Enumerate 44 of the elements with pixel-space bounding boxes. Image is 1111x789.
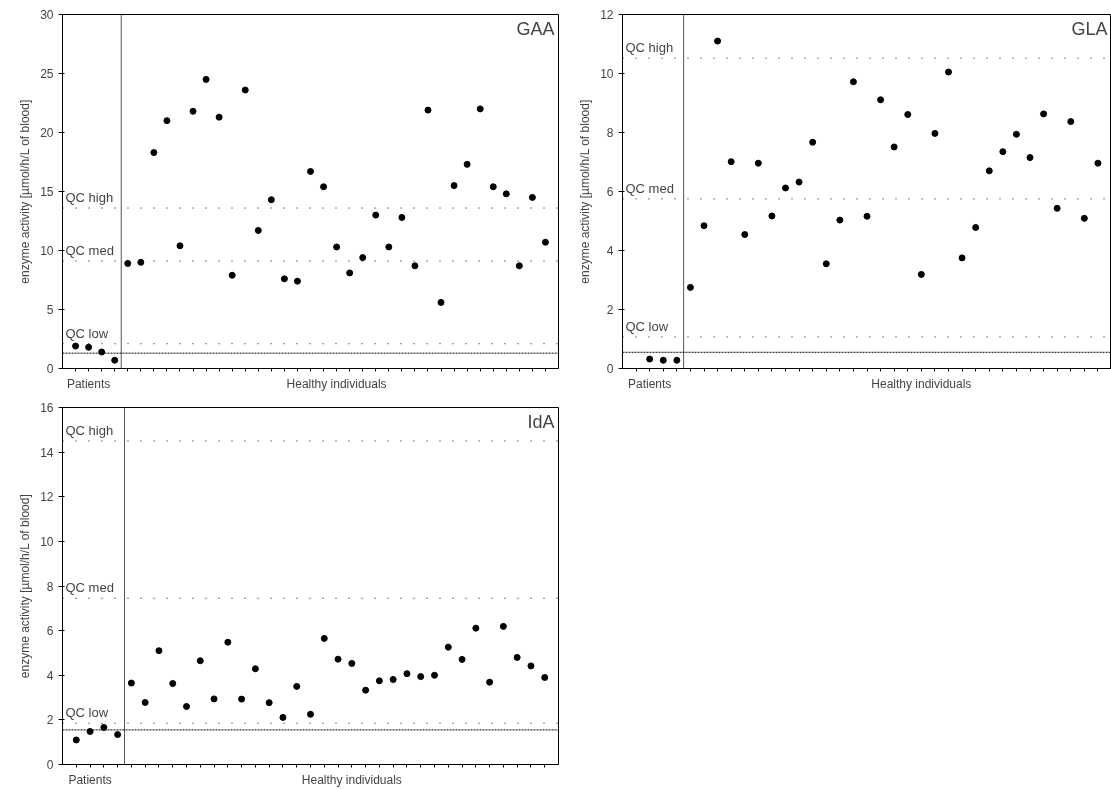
- ref-line-label: QC med: [65, 243, 114, 259]
- y-axis-title: enzyme activity [µmol/h/L of blood]: [18, 494, 33, 679]
- y-tick-label: 10: [40, 534, 54, 549]
- y-tick-label: 16: [40, 401, 54, 415]
- y-tick-label: 8: [606, 126, 614, 140]
- ref-line-label: QC low: [625, 318, 669, 334]
- y-tick-label: 2: [606, 303, 614, 317]
- y-tick-label: 2: [46, 713, 54, 728]
- y-tick-label: 6: [606, 185, 614, 199]
- x-tick-label: Healthy individuals: [871, 376, 972, 391]
- ref-line-label: QC low: [65, 325, 109, 341]
- x-tick-label: Healthy individuals: [286, 376, 387, 391]
- y-tick-label: 25: [40, 67, 54, 81]
- x-tick-label: Patients: [627, 376, 672, 391]
- y-tick-label: 0: [46, 362, 54, 376]
- ref-line-label: QC high: [625, 40, 674, 56]
- y-tick-label: 20: [40, 126, 54, 140]
- y-tick-label: 14: [40, 445, 54, 460]
- y-tick-label: 30: [40, 8, 54, 22]
- y-tick-label: 8: [46, 579, 54, 594]
- y-tick-label: 0: [606, 362, 614, 376]
- ref-line-label: QC med: [625, 180, 674, 196]
- ref-line-label: QC low: [65, 705, 109, 721]
- chart-title: IdA: [527, 411, 555, 432]
- y-tick-label: 15: [40, 185, 54, 199]
- x-tick-label: Patients: [66, 376, 111, 391]
- y-tick-label: 0: [46, 758, 54, 772]
- y-tick-label: 5: [46, 303, 54, 317]
- ref-line-label: QC med: [65, 580, 114, 596]
- y-tick-label: 6: [46, 624, 54, 639]
- y-tick-label: 4: [46, 668, 54, 683]
- chart-title: GAA: [516, 18, 555, 39]
- x-tick-label: Healthy individuals: [301, 772, 402, 787]
- y-tick-label: 4: [606, 244, 614, 258]
- y-tick-label: 10: [40, 244, 54, 258]
- chart-title: GLA: [1071, 18, 1108, 39]
- y-tick-label: 12: [600, 8, 614, 22]
- y-tick-label: 10: [600, 67, 614, 81]
- y-tick-label: 12: [40, 490, 54, 505]
- x-tick-label: Patients: [68, 772, 112, 787]
- ref-line-label: QC high: [65, 422, 114, 438]
- ref-line-label: QC high: [65, 190, 114, 206]
- y-axis-title: enzyme activity [µmol/h/L of blood]: [18, 99, 33, 284]
- y-axis-title: enzyme activity [µmol/h/L of blood]: [578, 99, 593, 284]
